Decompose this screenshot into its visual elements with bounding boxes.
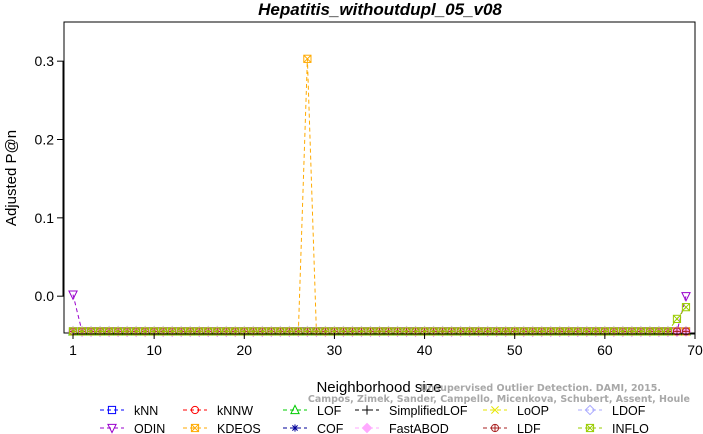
legend-label-fastabod: FastABOD bbox=[389, 422, 449, 434]
watermark: Unsupervised Outlier Detection. DAMI, 20… bbox=[308, 383, 690, 405]
watermark-line-1: Unsupervised Outlier Detection. DAMI, 20… bbox=[420, 383, 661, 394]
x-tick-label: 70 bbox=[687, 342, 703, 358]
legend-marker-inflo bbox=[585, 423, 595, 433]
x-tick-label: 50 bbox=[507, 342, 523, 358]
legend-label-lof: LOF bbox=[317, 404, 342, 418]
series-layer bbox=[67, 54, 692, 338]
x-tick-label: 1 bbox=[69, 342, 77, 358]
legend-label-ldof: LDOF bbox=[612, 404, 646, 418]
legend-item-inflo: INFLO bbox=[578, 422, 649, 434]
x-tick-label: 10 bbox=[146, 342, 162, 358]
legend-label-odin: ODIN bbox=[134, 422, 165, 434]
y-tick-label: 0.2 bbox=[35, 132, 55, 148]
y-axis: 0.0 0.1 0.2 0.3 bbox=[35, 53, 64, 304]
legend-item-loop: LoOP bbox=[483, 404, 549, 418]
legend-marker-knn bbox=[107, 405, 117, 415]
series-kdeos bbox=[68, 54, 691, 336]
legend-label-knn: kNN bbox=[134, 404, 158, 418]
data-point-inflo-69 bbox=[681, 303, 691, 312]
x-tick-label: 40 bbox=[417, 342, 433, 358]
legend-marker-fastabod bbox=[361, 422, 373, 434]
legend-item-knnw: kNNW bbox=[183, 404, 253, 418]
y-tick-label: 0.1 bbox=[35, 210, 55, 226]
y-tick-label: 0.0 bbox=[35, 288, 55, 304]
legend-item-fastabod: FastABOD bbox=[355, 422, 449, 434]
legend-item-ldf: LDF bbox=[483, 422, 541, 434]
legend-item-kdeos: KDEOS bbox=[183, 422, 261, 434]
data-point-odin-69 bbox=[681, 292, 691, 302]
legend-label-kdeos: KDEOS bbox=[217, 422, 261, 434]
x-tick-label: 30 bbox=[327, 342, 343, 358]
legend: kNN kNNW LOF SimplifiedLOF LoOP LDOF ODIN KDEOS… bbox=[100, 404, 649, 434]
legend-item-odin: ODIN bbox=[100, 422, 165, 434]
data-point-inflo-68 bbox=[672, 314, 682, 323]
legend-marker-simplifiedlof bbox=[362, 405, 372, 415]
y-axis-label: Adjusted P@n bbox=[3, 130, 20, 226]
x-tick-label: 20 bbox=[236, 342, 252, 358]
legend-item-simplifiedlof: SimplifiedLOF bbox=[355, 404, 468, 418]
legend-marker-kdeos bbox=[190, 423, 200, 433]
y-tick-label: 0.3 bbox=[35, 53, 55, 69]
legend-marker-ldof bbox=[584, 404, 596, 416]
legend-label-cof: COF bbox=[317, 422, 344, 434]
legend-item-ldof: LDOF bbox=[578, 404, 646, 418]
legend-label-knnw: kNNW bbox=[217, 404, 253, 418]
x-tick-label: 60 bbox=[597, 342, 613, 358]
x-axis-label: Neighborhood size bbox=[316, 379, 441, 396]
legend-marker-knnw bbox=[190, 405, 200, 415]
legend-label-ldf: LDF bbox=[517, 422, 541, 434]
legend-marker-loop bbox=[491, 406, 499, 414]
legend-item-knn: kNN bbox=[100, 404, 158, 418]
data-point-kdeos-27 bbox=[303, 54, 312, 63]
data-point-odin-1 bbox=[68, 290, 78, 301]
legend-label-simplifiedlof: SimplifiedLOF bbox=[389, 404, 468, 418]
legend-item-lof: LOF bbox=[283, 404, 342, 418]
chart-title: Hepatitis_withoutdupl_05_v08 bbox=[258, 0, 502, 19]
legend-marker-cof bbox=[291, 424, 299, 432]
x-axis: 1 10 20 30 40 50 60 70 bbox=[69, 333, 703, 358]
plot-frame bbox=[63, 21, 696, 334]
legend-label-inflo: INFLO bbox=[612, 422, 649, 434]
legend-label-loop: LoOP bbox=[517, 404, 549, 418]
legend-item-cof: COF bbox=[283, 422, 344, 434]
series-inflo bbox=[68, 303, 691, 336]
legend-marker-odin bbox=[107, 423, 117, 434]
watermark-line-2: Campos, Zimek, Sander, Campello, Micenko… bbox=[308, 394, 690, 405]
legend-marker-ldf bbox=[490, 423, 500, 433]
series-line-kdeos bbox=[73, 58, 686, 332]
legend-marker-lof bbox=[290, 404, 300, 415]
